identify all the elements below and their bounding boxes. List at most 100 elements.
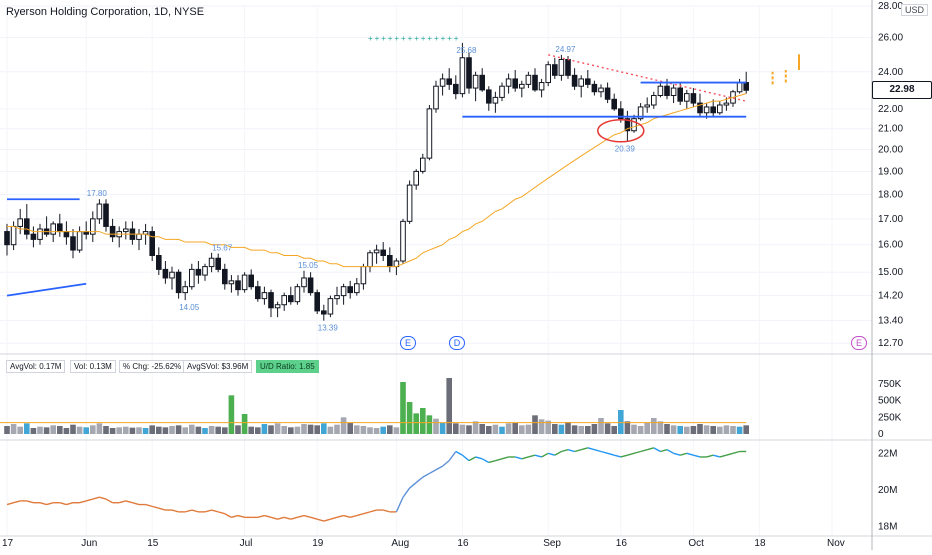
candle-body[interactable]	[321, 310, 327, 315]
volume-bar[interactable]	[637, 426, 644, 434]
volume-bar[interactable]	[545, 420, 551, 434]
volume-bar[interactable]	[657, 421, 664, 434]
volume-bar[interactable]	[393, 427, 400, 434]
time-tick-label[interactable]: Nov	[827, 538, 845, 549]
candle-body[interactable]	[241, 274, 248, 291]
volume-bar[interactable]	[241, 414, 248, 434]
volume-bar[interactable]	[552, 424, 558, 434]
candle-body[interactable]	[334, 295, 340, 300]
volume-bar[interactable]	[723, 425, 730, 434]
volume-bar[interactable]	[189, 424, 195, 434]
time-tick-label[interactable]: 18	[754, 538, 766, 549]
trendline-resistance[interactable]	[548, 54, 747, 102]
candle-body[interactable]	[512, 78, 519, 89]
candle-body[interactable]	[274, 304, 281, 309]
candle-body[interactable]	[354, 283, 360, 294]
volume-bar[interactable]	[235, 425, 241, 434]
candle-body[interactable]	[76, 231, 83, 251]
volume-bar[interactable]	[426, 415, 433, 434]
volume-bar[interactable]	[532, 415, 538, 434]
candle-body[interactable]	[552, 64, 558, 76]
candle-body[interactable]	[499, 85, 505, 98]
volume-bar[interactable]	[670, 425, 677, 434]
candle-body[interactable]	[281, 295, 287, 306]
volume-bar[interactable]	[50, 425, 56, 434]
volume-bar[interactable]	[195, 426, 202, 434]
support-circle[interactable]	[597, 118, 645, 143]
time-tick-label[interactable]: 19	[312, 538, 324, 549]
candle-body[interactable]	[288, 295, 294, 303]
volume-bar[interactable]	[347, 422, 353, 434]
time-tick-label[interactable]: Aug	[391, 538, 409, 549]
volume-bar[interactable]	[142, 428, 149, 434]
volume-bar[interactable]	[684, 426, 690, 434]
candle-body[interactable]	[301, 277, 307, 288]
volume-bar[interactable]	[261, 424, 268, 434]
volume-bar[interactable]	[340, 417, 347, 434]
candle-body[interactable]	[453, 83, 459, 95]
volume-bar[interactable]	[215, 426, 221, 434]
candle-body[interactable]	[598, 87, 604, 93]
candle-body[interactable]	[664, 85, 670, 97]
volume-bar[interactable]	[578, 426, 584, 434]
candle-body[interactable]	[532, 74, 538, 91]
volume-bar[interactable]	[182, 427, 188, 434]
volume-bar[interactable]	[129, 427, 136, 434]
candle-body[interactable]	[684, 93, 690, 102]
volume-bar[interactable]	[123, 426, 129, 434]
candle-body[interactable]	[413, 170, 419, 186]
candle-body[interactable]	[307, 277, 314, 294]
volume-bar[interactable]	[413, 413, 419, 434]
volume-bar[interactable]	[717, 426, 723, 434]
candle-body[interactable]	[525, 74, 532, 85]
volume-bar[interactable]	[156, 426, 162, 434]
candle-body[interactable]	[631, 118, 637, 132]
candle-body[interactable]	[50, 223, 57, 235]
candle-body[interactable]	[215, 257, 221, 270]
candle-body[interactable]	[420, 157, 426, 172]
candle-body[interactable]	[57, 223, 63, 233]
volume-bar[interactable]	[116, 427, 122, 434]
candle-body[interactable]	[63, 231, 70, 238]
volume-bar[interactable]	[281, 426, 287, 434]
volume-bar[interactable]	[334, 424, 340, 434]
volume-bar[interactable]	[255, 427, 261, 434]
candle-body[interactable]	[505, 78, 512, 87]
time-tick-label[interactable]: Jul	[240, 538, 253, 549]
candle-body[interactable]	[439, 78, 446, 87]
volume-bar[interactable]	[730, 426, 736, 434]
time-tick-label[interactable]: Oct	[688, 538, 704, 549]
volume-bar[interactable]	[677, 426, 683, 434]
volume-bar[interactable]	[294, 426, 301, 434]
volume-bar[interactable]	[420, 408, 426, 434]
candle-body[interactable]	[347, 286, 353, 294]
volume-bar[interactable]	[162, 427, 169, 434]
candle-body[interactable]	[459, 57, 466, 95]
volume-bar[interactable]	[327, 426, 334, 434]
candle-body[interactable]	[149, 231, 155, 257]
volume-bar[interactable]	[4, 426, 10, 434]
candle-body[interactable]	[558, 58, 565, 76]
candle-body[interactable]	[426, 108, 433, 159]
candle-body[interactable]	[697, 102, 703, 114]
candle-body[interactable]	[406, 184, 413, 222]
volume-bar[interactable]	[538, 419, 545, 434]
volume-bar[interactable]	[208, 426, 215, 434]
candle-body[interactable]	[538, 82, 545, 91]
candle-body[interactable]	[24, 218, 30, 235]
volume-bar[interactable]	[17, 426, 23, 434]
candle-body[interactable]	[466, 57, 472, 89]
volume-bar[interactable]	[512, 422, 518, 434]
candle-body[interactable]	[314, 292, 320, 312]
volume-bar[interactable]	[664, 424, 670, 434]
candle-body[interactable]	[96, 203, 103, 220]
volume-bar[interactable]	[644, 422, 650, 434]
volume-bar[interactable]	[354, 425, 360, 434]
volume-bar[interactable]	[591, 424, 598, 434]
candle-body[interactable]	[651, 95, 657, 106]
time-tick-label[interactable]: 16	[457, 538, 469, 549]
volume-bar[interactable]	[486, 426, 492, 434]
volume-bar[interactable]	[10, 424, 17, 434]
volume-bar[interactable]	[611, 426, 617, 434]
